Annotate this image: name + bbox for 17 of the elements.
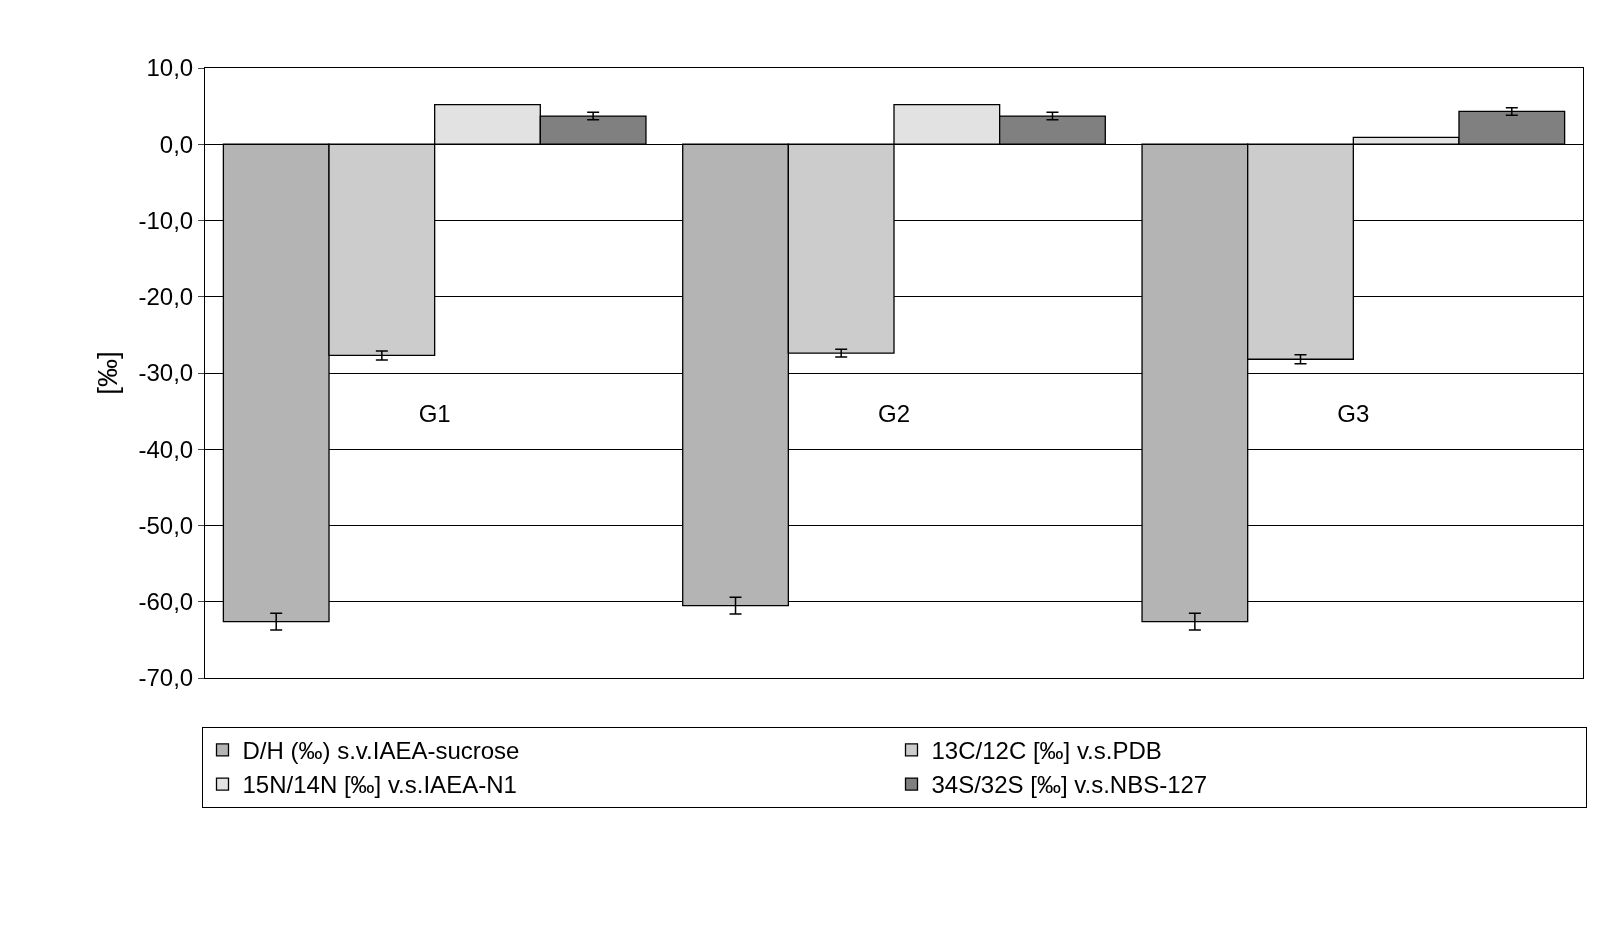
legend-label: 15N/14N [‰] v.s.IAEA-N1 xyxy=(242,771,517,799)
y-tick-label: -50,0 xyxy=(138,511,194,539)
y-tick-label: -10,0 xyxy=(138,206,194,234)
legend-label: 13C/12C [‰] v.s.PDB xyxy=(931,737,1162,765)
x-tick-label: G1 xyxy=(418,400,451,428)
y-tick-label: -70,0 xyxy=(138,664,194,692)
y-tick-label: -20,0 xyxy=(138,283,194,311)
y-tick-label: -60,0 xyxy=(138,588,194,616)
y-axis-title: [‰] xyxy=(92,351,124,395)
y-tick-label: -40,0 xyxy=(138,435,194,463)
y-tick-label: 0,0 xyxy=(159,130,194,158)
legend-label: 34S/32S [‰] v.s.NBS-127 xyxy=(931,771,1208,799)
y-tick-label: -30,0 xyxy=(138,359,194,387)
x-tick-label: G3 xyxy=(1337,400,1370,428)
x-tick-label: G2 xyxy=(877,400,911,428)
legend-label: D/H (‰) s.v.IAEA-sucrose xyxy=(242,737,520,765)
y-tick-label: 10,0 xyxy=(146,54,194,82)
